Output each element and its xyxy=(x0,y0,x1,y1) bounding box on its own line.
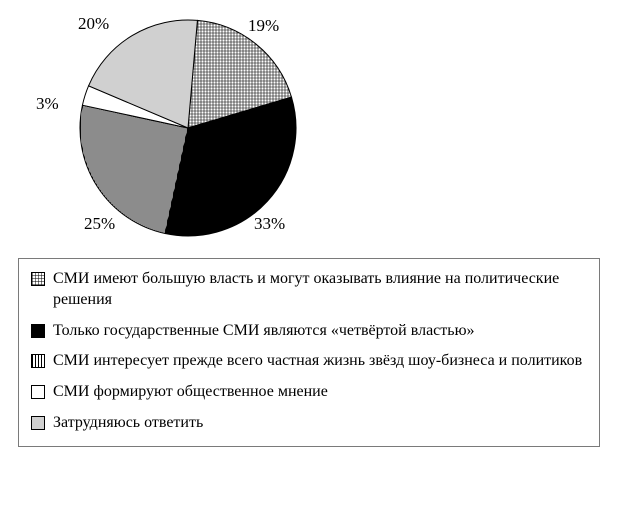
legend-item-solid-black: Только государственные СМИ являются «чет… xyxy=(31,321,587,342)
legend-text: Только государственные СМИ являются «чет… xyxy=(53,321,587,342)
legend-swatch-crosshatch xyxy=(31,272,45,286)
legend-swatch-vertical-stripes xyxy=(31,354,45,368)
legend-item-light-gray: Затрудняюсь ответить xyxy=(31,413,587,434)
legend-text: Затрудняюсь ответить xyxy=(53,413,587,434)
chart-container: 19% 33% 25% 3% 20% СМИ имеют большую власть … xyxy=(0,0,620,512)
legend-swatch-light-gray xyxy=(31,416,45,430)
pie-chart-area: 19% 33% 25% 3% 20% xyxy=(18,8,358,243)
legend-item-white: СМИ формируют общественное мнение xyxy=(31,382,587,403)
legend-item-vertical-stripes: СМИ интересует прежде всего частная жизн… xyxy=(31,351,587,372)
legend-text: СМИ формируют общественное мнение xyxy=(53,382,587,403)
pie-chart xyxy=(78,18,298,238)
legend-text: СМИ интересует прежде всего частная жизн… xyxy=(53,351,587,372)
slice-label-vertical-stripes: 25% xyxy=(84,214,115,234)
slice-label-solid-black: 33% xyxy=(254,214,285,234)
slice-label-light-gray: 20% xyxy=(78,14,109,34)
slice-label-white: 3% xyxy=(36,94,59,114)
legend-swatch-white xyxy=(31,385,45,399)
legend-box: СМИ имеют большую власть и могут оказыва… xyxy=(18,258,600,447)
slice-label-crosshatch: 19% xyxy=(248,16,279,36)
legend-text: СМИ имеют большую власть и могут оказыва… xyxy=(53,269,587,311)
legend-item-crosshatch: СМИ имеют большую власть и могут оказыва… xyxy=(31,269,587,311)
legend-swatch-solid-black xyxy=(31,324,45,338)
